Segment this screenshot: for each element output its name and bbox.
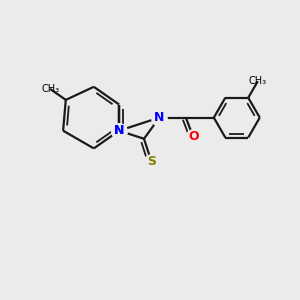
Text: S: S [147, 155, 156, 168]
Text: CH₃: CH₃ [41, 84, 59, 94]
Text: CH₃: CH₃ [249, 76, 267, 86]
Text: N: N [114, 124, 124, 137]
Text: N: N [114, 124, 124, 137]
Text: N: N [154, 111, 164, 124]
Text: O: O [188, 130, 199, 143]
